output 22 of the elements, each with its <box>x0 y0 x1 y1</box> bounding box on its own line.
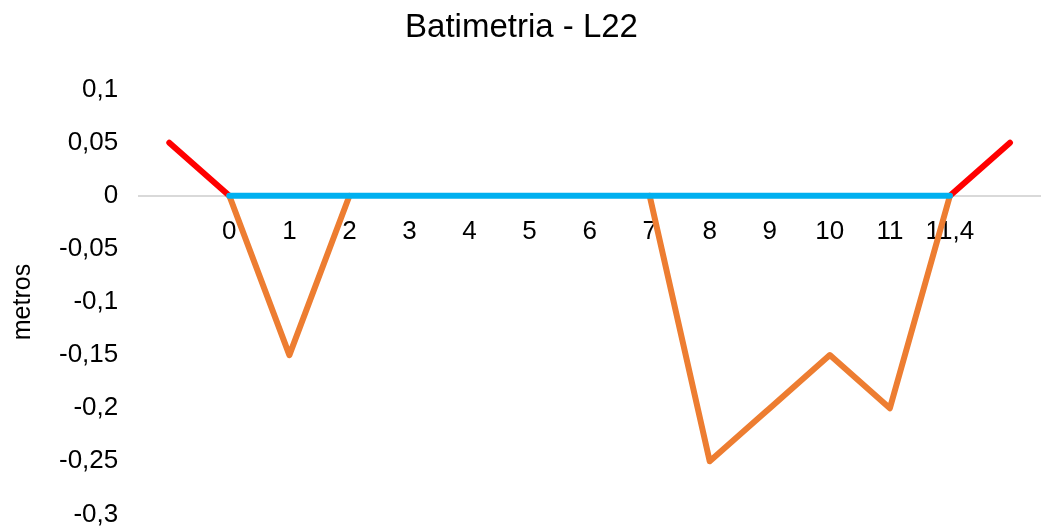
y-tick-label: 0,1 <box>82 72 119 103</box>
x-tick-label: 0 <box>222 214 237 245</box>
x-tick-label: 9 <box>762 214 778 245</box>
y-tick-label: -0,2 <box>73 391 119 422</box>
y-axis-title: metros <box>6 263 35 341</box>
x-tick-label: 6 <box>582 214 597 245</box>
y-tick-label: 0 <box>103 178 119 209</box>
y-tick-label: -0,15 <box>59 338 119 369</box>
y-tick-label: 0,05 <box>67 125 119 156</box>
y-tick-label: -0,3 <box>73 497 119 528</box>
x-tick-label: 10 <box>815 214 845 245</box>
y-tick-label: -0,1 <box>73 285 119 316</box>
y-tick-label: -0,25 <box>59 444 119 475</box>
x-tick-label: 3 <box>402 214 417 245</box>
x-tick-label: 2 <box>342 214 357 245</box>
chart-title: Batimetria - L22 <box>405 6 638 44</box>
x-tick-label: 11 <box>876 214 904 245</box>
x-tick-label: 8 <box>702 214 717 245</box>
x-tick-label: 5 <box>522 214 537 245</box>
x-tick-label: 4 <box>462 214 477 245</box>
y-tick-label: -0,05 <box>59 232 119 263</box>
x-tick-label: 1 <box>282 214 297 245</box>
